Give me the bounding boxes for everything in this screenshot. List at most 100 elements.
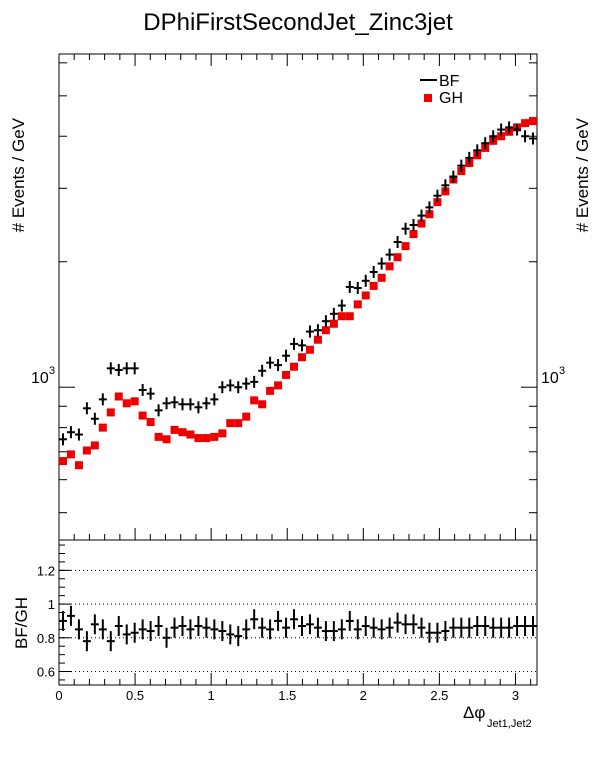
bf-point [130,362,139,375]
ratio-point [106,631,115,652]
bf-point [457,159,466,172]
ratio-point [313,617,322,638]
gh-point [186,430,195,439]
gh-point [106,408,115,417]
bf-point [329,307,338,320]
ratio-point [282,617,291,638]
bf-point [74,428,83,441]
ratio-point [266,619,275,640]
ratio-point [242,619,251,640]
ratio-point [337,619,346,640]
gh-point [258,400,267,409]
x-tick-label: 3 [512,688,519,703]
gh-point [122,399,131,408]
ratio-point [401,614,410,635]
series-gh [58,117,538,470]
bf-point [178,398,187,411]
bf-point [274,359,283,372]
svg-text:3: 3 [559,365,565,377]
legend-gh-label: GH [439,90,463,107]
bf-point [210,393,219,406]
bf-point [505,121,514,134]
ratio-point [409,614,418,635]
gh-point [393,253,402,262]
y-tick-label-1000-left: 10 3 [31,365,55,387]
bf-point [66,426,75,439]
gh-point [98,423,107,432]
ratio-y-axis-label: BF/GH [12,597,31,649]
gh-point [425,210,434,219]
ratio-point [377,619,386,640]
bf-point [82,402,91,415]
bf-point [186,398,195,411]
ratio-point [369,617,378,638]
ratio-point [202,617,211,638]
ratio-point [298,615,306,636]
ratio-point [290,609,298,630]
gh-point [114,392,123,401]
ratio-point [353,619,362,640]
gh-point [266,386,275,395]
gh-point [329,319,338,328]
ratio-point [226,624,235,645]
ratio-point [489,617,498,638]
ratio-y-tick-label: 1.2 [37,563,55,578]
ratio-point [417,617,426,638]
bf-point [481,137,490,150]
svg-text:10: 10 [541,370,559,387]
ratio-point [305,614,314,635]
ratio-point [441,621,450,642]
ratio-point [122,624,131,645]
bf-point [529,132,537,145]
gh-point [162,435,171,444]
y-axis-label-right: # Events / GeV [573,117,592,232]
bf-point [473,144,482,157]
gh-point [305,345,314,354]
bf-point [106,362,115,375]
legend: BF GH [420,73,463,107]
bf-point [138,383,147,396]
x-tick-label: 0.5 [126,688,144,703]
bf-point [234,381,243,394]
x-tick-label: 2 [360,688,367,703]
legend-gh-marker [424,94,432,102]
ratio-point [154,615,163,636]
gh-point [146,418,155,427]
gh-point [369,281,378,290]
bf-point [513,123,522,136]
ratio-point [66,605,75,626]
gh-point [74,461,83,470]
top-panel-frame [58,53,538,541]
bf-point [377,257,386,270]
bf-point [290,337,298,350]
svg-text:10: 10 [31,370,49,387]
gh-point [297,353,306,362]
ratio-point [505,617,514,638]
gh-point [218,429,227,438]
ratio-point [481,615,490,636]
gh-point [66,450,75,459]
bf-point [146,387,155,400]
gh-point [321,326,330,335]
ratio-point [218,621,227,642]
ratio-point [361,615,370,636]
gh-point [274,381,283,390]
bf-point [298,339,306,352]
ratio-point [162,627,171,648]
ratio-point [449,617,458,638]
x-tick-label: 0 [55,688,62,703]
ratio-point [74,619,83,640]
bf-point [282,349,291,362]
bf-point [417,209,426,222]
gh-point [497,132,506,141]
gh-point [154,432,163,441]
gh-point [138,411,147,420]
x-axis-label: Δφ Jet1,Jet2 [463,703,532,730]
bf-point [202,397,211,410]
ratio-point [258,617,267,638]
x-axis-label-subscript: Jet1,Jet2 [487,718,532,730]
ratio-panel-frame [58,539,538,686]
ratio-point [146,621,155,642]
bf-point [122,362,131,375]
ratio-panel-ticks [58,544,532,685]
